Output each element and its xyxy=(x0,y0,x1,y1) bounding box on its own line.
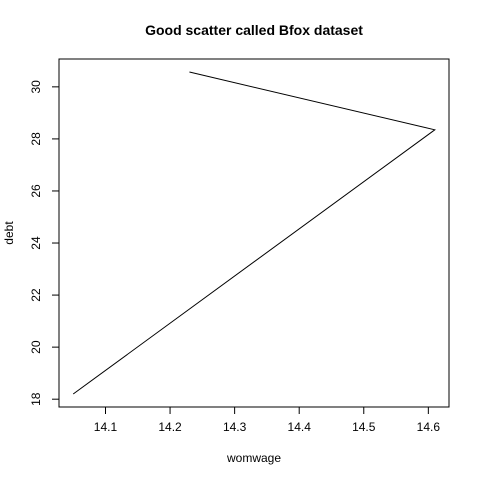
y-tick-label: 22 xyxy=(29,288,43,302)
y-axis-label: debt xyxy=(2,221,16,245)
y-tick-label: 28 xyxy=(29,132,43,146)
y-tick-label: 24 xyxy=(29,236,43,250)
x-axis: 14.1 14.2 14.3 14.4 14.5 14.6 xyxy=(94,406,441,434)
y-tick-label: 30 xyxy=(29,80,43,94)
series-layer xyxy=(72,71,436,395)
x-tick-label: 14.6 xyxy=(417,420,441,434)
x-tick-label: 14.1 xyxy=(94,420,118,434)
plot-area xyxy=(58,58,450,408)
y-axis: 18 20 22 24 26 28 30 xyxy=(29,80,60,406)
x-tick-label: 14.2 xyxy=(158,420,182,434)
y-tick-label: 18 xyxy=(29,392,43,406)
x-axis-label: womwage xyxy=(226,451,281,465)
x-tick-label: 14.5 xyxy=(352,420,376,434)
x-tick-label: 14.3 xyxy=(223,420,247,434)
series-line xyxy=(72,71,436,395)
y-tick-label: 26 xyxy=(29,184,43,198)
x-tick-label: 14.4 xyxy=(288,420,312,434)
chart-title: Good scatter called Bfox dataset xyxy=(145,22,363,38)
y-tick-label: 20 xyxy=(29,340,43,354)
